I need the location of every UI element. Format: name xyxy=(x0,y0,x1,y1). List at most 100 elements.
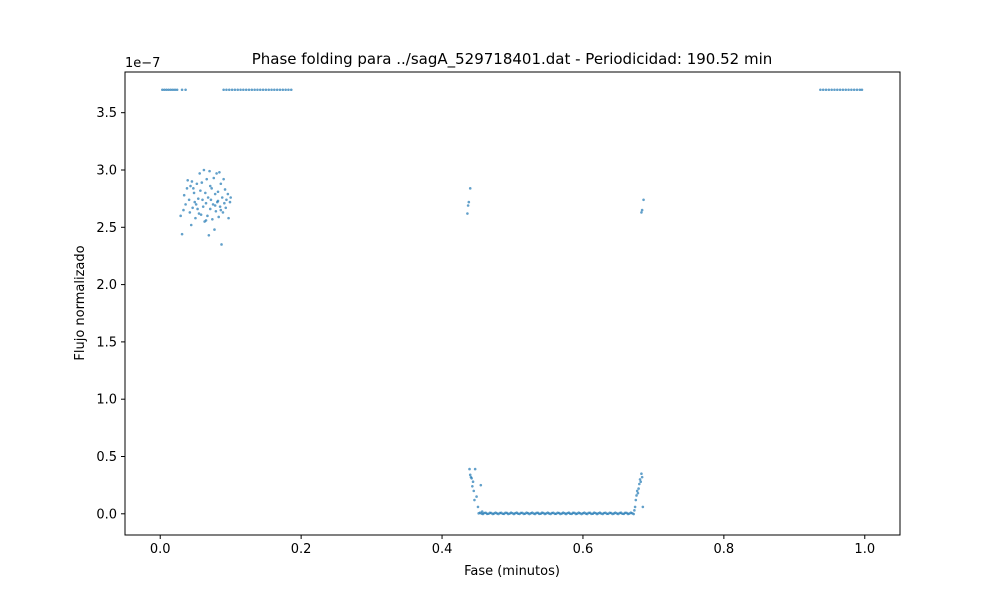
data-point xyxy=(211,217,214,221)
data-point xyxy=(225,88,228,92)
data-point xyxy=(213,228,216,231)
data-point xyxy=(202,168,206,172)
data-point xyxy=(192,191,196,195)
data-point xyxy=(189,223,193,227)
chart-title: Phase folding para ../sagA_529718401.dat… xyxy=(252,50,773,69)
data-point xyxy=(275,88,279,92)
data-point xyxy=(256,88,259,92)
data-point xyxy=(184,203,187,206)
y-tick-label: 2.0 xyxy=(96,278,117,293)
data-point xyxy=(208,169,211,173)
data-point xyxy=(186,179,189,182)
data-point xyxy=(855,88,859,92)
data-point xyxy=(191,206,194,210)
data-point xyxy=(213,192,217,196)
data-point xyxy=(206,214,209,218)
data-point xyxy=(161,88,164,92)
data-point xyxy=(471,484,474,488)
data-point xyxy=(205,177,209,181)
data-point xyxy=(173,88,177,92)
x-tick-label: 0.2 xyxy=(291,542,312,557)
y-tick-label: 2.5 xyxy=(96,221,117,236)
data-point xyxy=(236,88,240,92)
data-point xyxy=(636,491,640,495)
x-tick-label: 0.4 xyxy=(432,542,453,557)
data-point xyxy=(223,201,226,205)
data-points xyxy=(161,88,864,516)
data-point xyxy=(185,187,189,190)
x-axis: 0.0 0.2 0.4 0.6 0.8 1.0 xyxy=(150,535,875,557)
data-point xyxy=(468,187,472,190)
data-point xyxy=(227,88,231,92)
data-point xyxy=(473,467,477,471)
data-point xyxy=(233,88,237,92)
data-point xyxy=(201,198,204,202)
y-axis-label: Flujo normalizado xyxy=(73,245,88,360)
data-point xyxy=(216,190,220,194)
data-point xyxy=(638,482,641,486)
data-point xyxy=(860,88,864,92)
data-point xyxy=(230,88,234,92)
data-point xyxy=(632,512,635,516)
data-point xyxy=(222,177,225,181)
data-point xyxy=(180,232,184,236)
data-point xyxy=(242,88,245,92)
data-point xyxy=(244,88,248,92)
data-point xyxy=(216,199,220,203)
data-point xyxy=(824,88,828,92)
data-point xyxy=(195,182,199,186)
data-point xyxy=(281,88,285,92)
data-point xyxy=(635,489,639,493)
y-tick-label: 3.0 xyxy=(96,163,117,178)
data-point xyxy=(227,216,230,220)
y-axis-offset-label: 1e−7 xyxy=(125,56,160,71)
data-point xyxy=(635,494,638,497)
data-point xyxy=(212,176,216,180)
data-point xyxy=(640,208,644,212)
x-axis-label: Fase (minutos) xyxy=(464,564,560,579)
data-point xyxy=(199,213,203,216)
data-point xyxy=(206,196,210,199)
plot-frame xyxy=(124,71,901,536)
data-point xyxy=(278,88,282,92)
data-point xyxy=(640,475,644,479)
data-point xyxy=(475,495,478,498)
data-point xyxy=(229,196,232,199)
data-point xyxy=(220,243,223,246)
data-point xyxy=(836,88,839,92)
data-point xyxy=(287,88,290,92)
data-point xyxy=(175,88,179,92)
data-point xyxy=(838,88,842,92)
data-point xyxy=(219,208,223,212)
data-point xyxy=(847,88,850,92)
data-point xyxy=(830,88,833,92)
data-point xyxy=(261,88,265,92)
data-point xyxy=(470,476,473,480)
data-point xyxy=(196,207,199,211)
data-point xyxy=(640,211,643,214)
data-point xyxy=(204,201,208,205)
data-point xyxy=(215,172,218,175)
data-point xyxy=(258,88,262,92)
data-point xyxy=(196,197,200,200)
data-point xyxy=(223,188,227,191)
data-point xyxy=(468,473,472,477)
data-point xyxy=(273,88,276,92)
data-point xyxy=(479,483,483,487)
data-point xyxy=(192,187,195,190)
data-point xyxy=(270,88,273,92)
data-point xyxy=(207,234,211,237)
data-point xyxy=(821,88,825,92)
data-point xyxy=(264,88,268,92)
data-point xyxy=(641,505,645,509)
data-point xyxy=(208,207,212,211)
data-point xyxy=(640,472,643,475)
data-point xyxy=(194,216,197,220)
data-point xyxy=(204,191,207,195)
data-point xyxy=(637,487,640,490)
y-axis: 0.0 0.5 1.0 1.5 2.0 2.5 3.0 3.5 xyxy=(96,106,125,522)
y-tick-label: 1.5 xyxy=(96,335,117,350)
data-point xyxy=(219,182,223,186)
